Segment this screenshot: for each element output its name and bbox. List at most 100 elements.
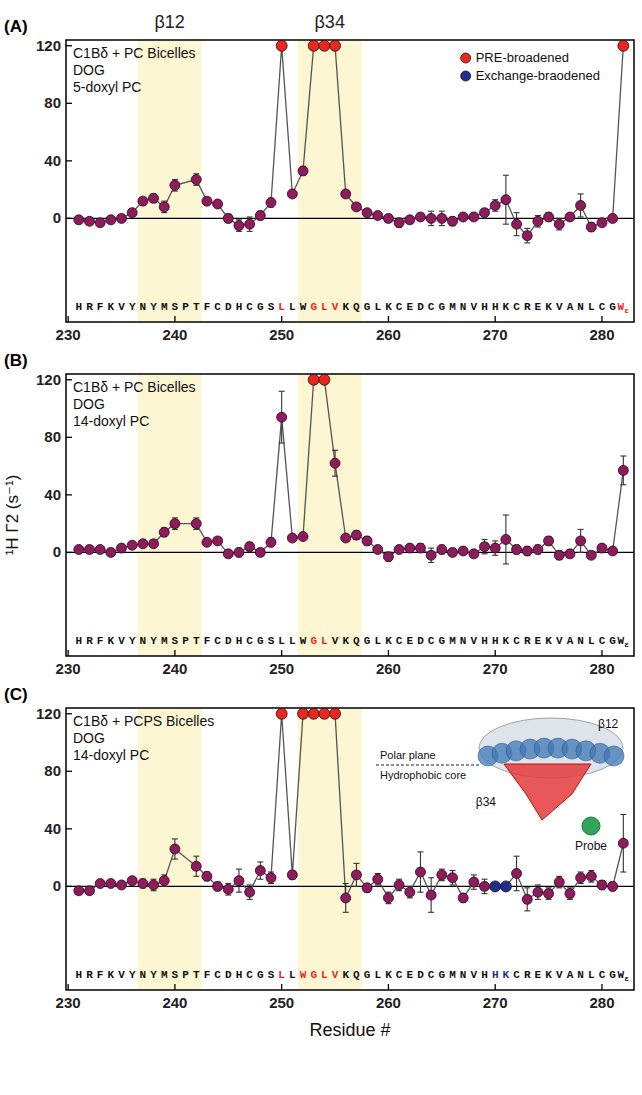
data-point: [84, 216, 94, 226]
sequence-letter: S: [268, 635, 275, 647]
error-cap: [620, 455, 626, 456]
data-point: [351, 530, 361, 540]
x-tick: [388, 650, 389, 656]
error-cap: [247, 899, 253, 900]
sequence-letter: F: [204, 301, 211, 313]
sequence-letter: L: [588, 635, 595, 647]
data-line: [79, 46, 624, 236]
flag-point: [276, 40, 287, 51]
data-point: [576, 873, 586, 883]
error-cap: [247, 884, 253, 885]
error-cap: [428, 548, 434, 549]
data-point: [255, 866, 265, 876]
sequence-letter: W: [300, 969, 307, 981]
legend: PRE-broadenedExchange-braodened: [461, 50, 600, 83]
y-tick: [66, 494, 72, 495]
data-point: [554, 219, 564, 229]
data-point: [405, 215, 415, 225]
data-point: [341, 533, 351, 543]
error-cap: [620, 871, 626, 872]
sequence-letter: H: [481, 969, 488, 981]
error-cap: [247, 216, 253, 217]
sequence-letter: E: [535, 635, 542, 647]
data-point: [159, 527, 169, 537]
zero-line: [66, 552, 634, 553]
figure: β12β3404080120230240250260270280(A)C1Bδ …: [0, 0, 642, 1095]
sequence-letter: K: [108, 301, 115, 313]
sequence-letter: P: [182, 301, 189, 313]
sequence-letter: K: [503, 969, 510, 981]
x-tick: [495, 650, 496, 656]
error-cap: [503, 224, 509, 225]
error-cap: [471, 889, 477, 890]
x-tick-label: 250: [269, 326, 294, 343]
sequence-letter: G: [364, 635, 371, 647]
data-point: [618, 838, 628, 848]
sequence-letter: K: [342, 969, 349, 981]
inset-label: β34: [476, 795, 497, 809]
sequence-letter: C: [396, 635, 403, 647]
sequence-letter: T: [193, 635, 200, 647]
data-point: [117, 880, 127, 890]
data-point: [565, 549, 575, 559]
data-point: [255, 547, 265, 557]
y-tick: [66, 713, 72, 714]
data-point: [447, 547, 457, 557]
data-point: [383, 213, 393, 223]
sequence-letter: V: [471, 635, 478, 647]
data-point: [426, 890, 436, 900]
sequence-letter: L: [289, 635, 296, 647]
sequence-letter: V: [556, 969, 563, 981]
error-cap: [257, 861, 263, 862]
data-point: [586, 222, 596, 232]
x-tick-label: 270: [483, 994, 508, 1011]
sequence-letter: E: [406, 301, 413, 313]
data-point: [522, 894, 532, 904]
y-tick: [66, 160, 72, 161]
x-tick-label: 250: [269, 994, 294, 1011]
sequence-letter: D: [417, 969, 424, 981]
error-cap: [503, 563, 509, 564]
data-point: [95, 218, 105, 228]
error-cap: [353, 886, 359, 887]
data-point: [170, 180, 180, 190]
sequence-letter: Y: [150, 301, 157, 313]
inset: Polar planeHydrophobic coreβ12β34Probe: [376, 717, 624, 853]
data-point: [191, 175, 201, 185]
sequence-letter: M: [161, 969, 168, 981]
data-line: [79, 380, 624, 557]
error-cap: [428, 225, 434, 226]
error-cap: [449, 870, 455, 871]
sequence-letter: N: [140, 969, 147, 981]
y-tick-label: 0: [53, 209, 61, 226]
flag-point: [308, 708, 319, 719]
data-point: [554, 877, 564, 887]
region: [138, 40, 202, 322]
sequence-letter: T: [193, 969, 200, 981]
sequence-letter: R: [524, 969, 531, 981]
sequence-letter: K: [385, 301, 392, 313]
data-point: [74, 215, 84, 225]
sequence-letter: G: [364, 969, 371, 981]
sequence-letter: V: [118, 635, 125, 647]
data-point: [533, 887, 543, 897]
data-point: [138, 879, 148, 889]
sequence-letter: A: [567, 301, 574, 313]
x-tick-label: 260: [376, 994, 401, 1011]
data-point: [74, 886, 84, 896]
sequence-letter: L: [321, 635, 328, 647]
sequence-letter: Q: [353, 301, 360, 313]
sequence-letter: Y: [150, 969, 157, 981]
sequence-letter: V: [332, 969, 339, 981]
sequence-letter: N: [460, 969, 467, 981]
sequence-letter: K: [503, 301, 510, 313]
flag-point: [330, 708, 341, 719]
x-tick: [388, 316, 389, 322]
region-label: β12: [154, 12, 184, 32]
flag-point: [330, 40, 341, 51]
sequence-letter: H: [236, 635, 243, 647]
data-point: [298, 532, 308, 542]
sequence-letter: D: [417, 635, 424, 647]
sequence-letter: L: [278, 301, 285, 313]
x-tick: [174, 316, 175, 322]
